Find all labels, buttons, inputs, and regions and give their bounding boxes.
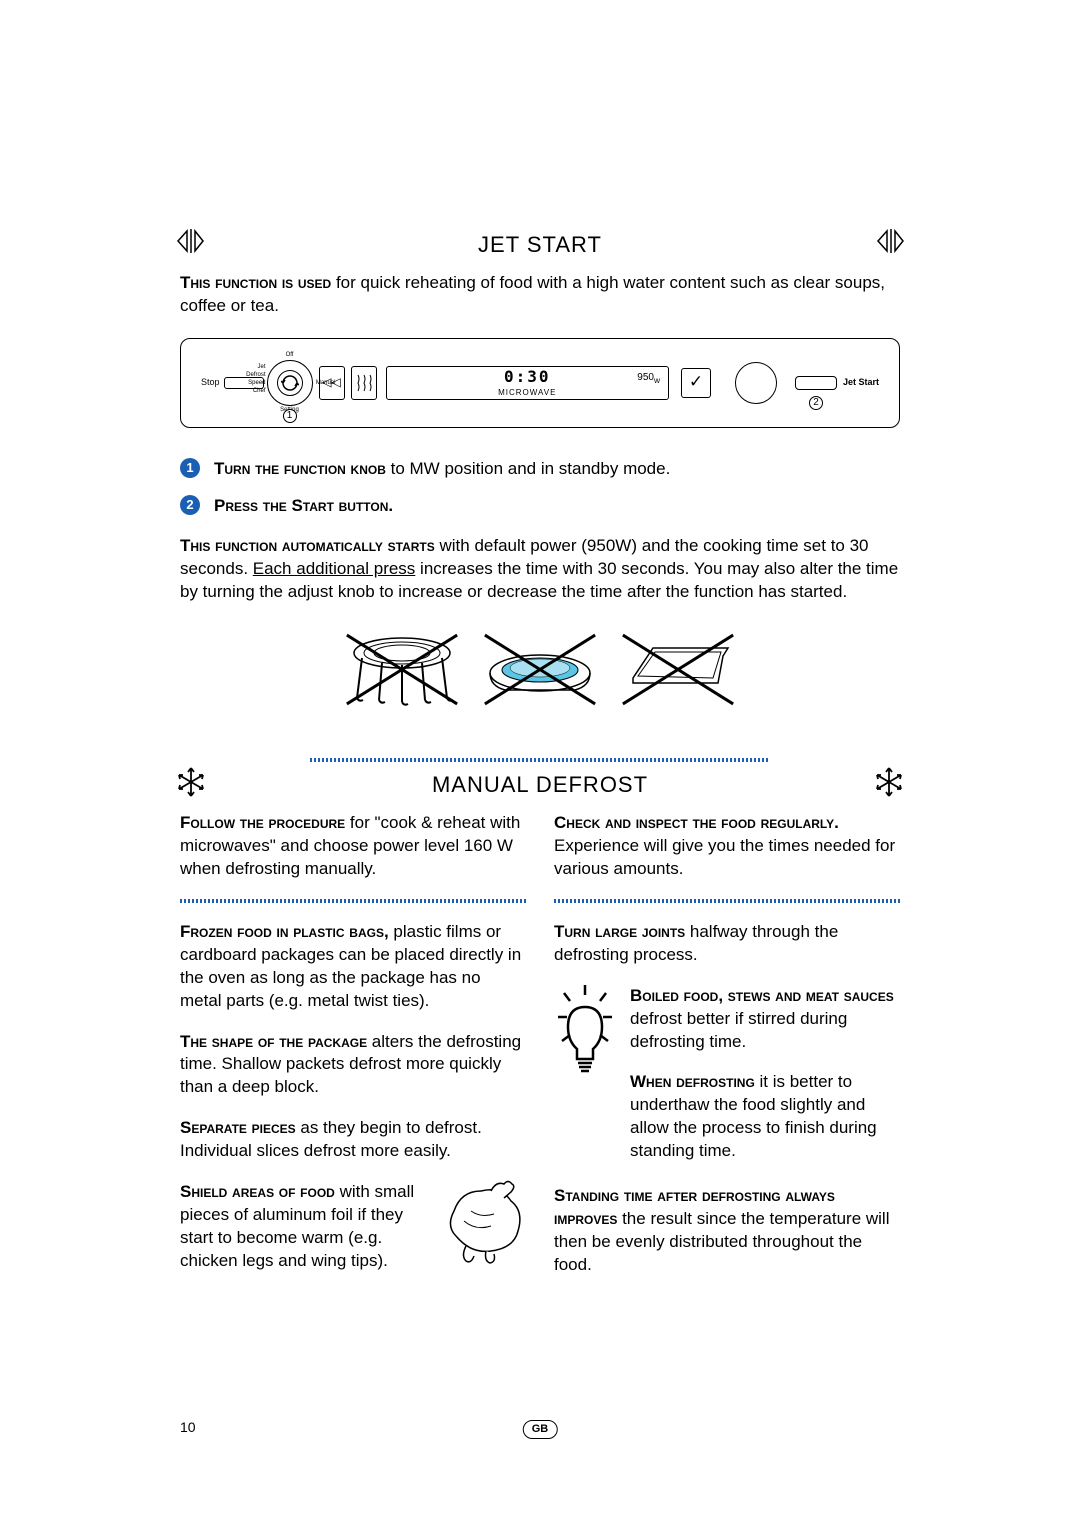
left-column: Follow the procedure for "cook & reheat … [180,812,526,1295]
defrost-tip-1: Boiled food, stews and meat sauces defro… [630,985,900,1054]
manual-defrost-heading: MANUAL DEFROST [180,770,900,800]
panel-icon-box-2 [351,366,377,400]
manual-defrost-heading-text: MANUAL DEFROST [432,772,648,797]
dial-label-manual: Manual [316,379,336,387]
defrost-left-p3: The shape of the package alters the defr… [180,1031,526,1100]
defrost-icon [873,766,905,798]
lightbulb-icon [554,979,616,1089]
display-screen: 950w 0:30 MICROWAVE [386,366,669,400]
p-lead: Frozen food in plastic bags, [180,922,389,941]
divider [554,899,900,903]
defrost-left-p4: Separate pieces as they begin to defrost… [180,1117,526,1163]
dial-label-speed-chef: Speed Chef [238,379,266,395]
defrost-icon [175,766,207,798]
page-number: 10 [180,1418,196,1437]
step-1: 1 Turn the function knob to MW position … [180,458,900,481]
no-tray-icon [623,628,733,708]
auto-underline: Each additional press [253,559,416,578]
callout-2: 2 [809,396,823,410]
display-time: 0:30 [504,366,551,388]
divider [310,758,770,762]
jet-start-heading-text: JET START [478,232,602,257]
p-lead: Follow the procedure [180,813,345,832]
chicken-icon [436,1176,531,1266]
right-column: Check and inspect the food regularly. Ex… [554,812,900,1295]
step-1-rest: to MW position and in standby mode. [386,459,670,478]
p-lead: Separate pieces [180,1118,296,1137]
defrost-tip-2: When defrosting it is better to undertha… [630,1071,900,1163]
step-1-lead: Turn the function knob [214,459,386,478]
defrost-right-p2: Turn large joints halfway through the de… [554,921,900,967]
p-lead: Boiled food, stews and meat sauces [630,986,894,1005]
jet-start-intro: This function is used for quick reheatin… [180,272,900,318]
defrost-left-p5: Shield areas of food with small pieces o… [180,1181,526,1273]
p-lead: Shield areas of food [180,1182,335,1201]
tip-block: Boiled food, stews and meat sauces defro… [554,985,900,1182]
display-mode: MICROWAVE [498,388,556,399]
stop-label: Stop [201,376,220,388]
p-lead: The shape of the package [180,1032,367,1051]
step-2-lead: Press the Start button. [214,496,393,515]
p-rest: Experience will give you the times neede… [554,836,895,878]
no-plate-icon [485,628,595,708]
step-1-bullet: 1 [180,458,200,478]
no-rack-icon [347,628,457,708]
ok-button-graphic: ✓ [681,368,711,398]
display-wattage: 950w [637,371,660,386]
step-2-bullet: 2 [180,495,200,515]
control-panel-illustration: Stop Off Jet Defrost Speed Chef Setting … [180,338,900,428]
defrost-right-p1: Check and inspect the food regularly. Ex… [554,812,900,881]
intro-lead: This function is used [180,273,331,292]
recycle-icon [281,374,299,392]
auto-lead: This function automatically starts [180,536,435,555]
jet-start-button-label: Jet Start [843,376,879,388]
jet-start-icon [875,226,905,256]
auto-start-paragraph: This function automatically starts with … [180,535,900,604]
language-badge: GB [523,1420,558,1439]
jet-start-button-graphic [795,376,837,390]
p-lead: Check and inspect the food regularly. [554,813,839,832]
defrost-right-p3: Standing time after defrosting always im… [554,1185,900,1277]
dial-label-jet-defrost: Jet Defrost [242,363,266,379]
defrost-left-p2: Frozen food in plastic bags, plastic fil… [180,921,526,1013]
no-accessories-illustration [180,628,900,708]
step-2: 2 Press the Start button. [180,495,900,518]
adjust-knob [735,362,777,404]
p-lead: Turn large joints [554,922,685,941]
jet-start-icon [175,226,205,256]
dial-label-off: Off [286,351,294,359]
defrost-left-p1: Follow the procedure for "cook & reheat … [180,812,526,881]
p-rest: defrost better if stirred during defrost… [630,1009,847,1051]
p-lead: When defrosting [630,1072,755,1091]
callout-1: 1 [283,409,297,423]
jet-start-heading: JET START [180,230,900,260]
function-dial: Off Jet Defrost Speed Chef Setting Manua… [267,360,313,406]
divider [180,899,526,903]
